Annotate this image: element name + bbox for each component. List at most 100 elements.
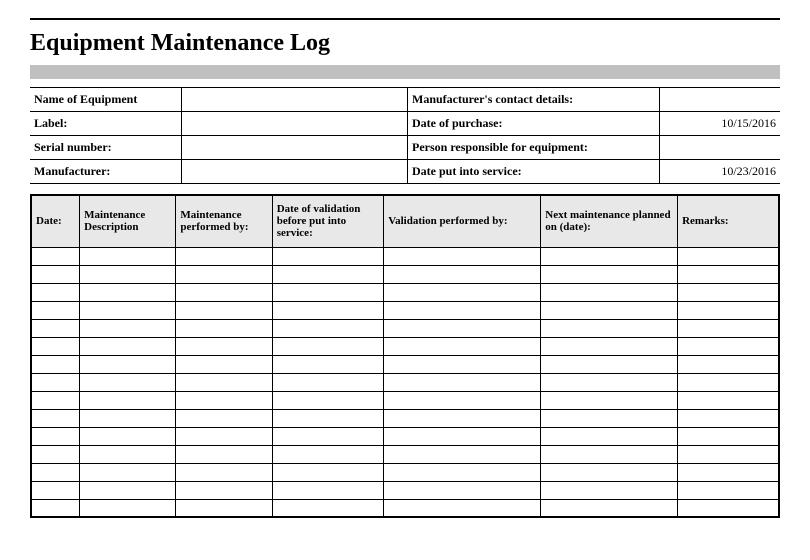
header-row: Serial number:Person responsible for equ…: [30, 136, 780, 160]
log-cell: [541, 409, 678, 427]
log-cell: [80, 265, 176, 283]
log-row: [31, 445, 779, 463]
header-value-left: [181, 160, 408, 184]
log-cell: [176, 445, 272, 463]
header-label-left: Serial number:: [30, 136, 181, 160]
log-row: [31, 247, 779, 265]
header-label-left: Name of Equipment: [30, 88, 181, 112]
log-cell: [678, 247, 779, 265]
log-column-header: Remarks:: [678, 195, 779, 247]
header-value-right: 10/23/2016: [659, 160, 780, 184]
page-title: Equipment Maintenance Log: [30, 30, 780, 57]
log-cell: [384, 409, 541, 427]
log-cell: [31, 463, 80, 481]
log-cell: [31, 355, 80, 373]
log-row: [31, 337, 779, 355]
log-cell: [678, 373, 779, 391]
header-label-right: Date of purchase:: [408, 112, 660, 136]
log-row: [31, 319, 779, 337]
log-cell: [31, 283, 80, 301]
header-label-left: Manufacturer:: [30, 160, 181, 184]
log-cell: [272, 247, 383, 265]
header-info-table: Name of EquipmentManufacturer's contact …: [30, 87, 780, 184]
log-cell: [80, 409, 176, 427]
log-cell: [31, 445, 80, 463]
log-row: [31, 391, 779, 409]
log-cell: [80, 427, 176, 445]
log-cell: [272, 373, 383, 391]
log-cell: [541, 481, 678, 499]
log-cell: [272, 319, 383, 337]
log-cell: [272, 499, 383, 517]
log-cell: [541, 301, 678, 319]
log-cell: [31, 319, 80, 337]
log-cell: [541, 445, 678, 463]
log-cell: [31, 481, 80, 499]
log-cell: [384, 373, 541, 391]
log-cell: [541, 391, 678, 409]
log-cell: [272, 409, 383, 427]
log-cell: [384, 301, 541, 319]
log-cell: [80, 337, 176, 355]
log-cell: [678, 445, 779, 463]
maintenance-log-table: Date:Maintenance DescriptionMaintenance …: [30, 194, 780, 518]
log-column-header: Maintenance Description: [80, 195, 176, 247]
log-cell: [272, 481, 383, 499]
log-cell: [678, 481, 779, 499]
log-cell: [80, 319, 176, 337]
log-cell: [31, 427, 80, 445]
log-cell: [272, 283, 383, 301]
log-cell: [678, 283, 779, 301]
log-row: [31, 481, 779, 499]
log-cell: [176, 247, 272, 265]
log-cell: [176, 427, 272, 445]
log-cell: [80, 445, 176, 463]
log-cell: [541, 337, 678, 355]
header-value-right: 10/15/2016: [659, 112, 780, 136]
log-cell: [176, 391, 272, 409]
log-cell: [80, 355, 176, 373]
log-cell: [176, 373, 272, 391]
log-row: [31, 463, 779, 481]
log-cell: [31, 391, 80, 409]
log-cell: [80, 373, 176, 391]
log-cell: [678, 463, 779, 481]
log-header-row: Date:Maintenance DescriptionMaintenance …: [31, 195, 779, 247]
log-cell: [80, 463, 176, 481]
log-column-header: Validation performed by:: [384, 195, 541, 247]
log-cell: [80, 301, 176, 319]
log-row: [31, 409, 779, 427]
log-cell: [272, 391, 383, 409]
log-cell: [678, 301, 779, 319]
log-cell: [384, 319, 541, 337]
log-cell: [272, 301, 383, 319]
log-cell: [176, 301, 272, 319]
header-label-left: Label:: [30, 112, 181, 136]
log-cell: [176, 481, 272, 499]
log-cell: [31, 247, 80, 265]
log-row: [31, 499, 779, 517]
log-column-header: Next maintenance planned on (date):: [541, 195, 678, 247]
log-cell: [384, 265, 541, 283]
header-value-left: [181, 136, 408, 160]
log-cell: [541, 265, 678, 283]
log-cell: [272, 463, 383, 481]
log-cell: [384, 481, 541, 499]
log-cell: [31, 373, 80, 391]
log-cell: [541, 463, 678, 481]
header-row: Label: Date of purchase:10/15/2016: [30, 112, 780, 136]
log-cell: [176, 319, 272, 337]
gray-bar: [30, 65, 780, 79]
log-cell: [384, 391, 541, 409]
log-cell: [80, 283, 176, 301]
log-row: [31, 301, 779, 319]
header-value-right: [659, 136, 780, 160]
log-cell: [272, 337, 383, 355]
log-cell: [384, 427, 541, 445]
log-cell: [176, 499, 272, 517]
log-cell: [541, 247, 678, 265]
log-cell: [541, 427, 678, 445]
log-cell: [176, 337, 272, 355]
log-cell: [541, 355, 678, 373]
log-cell: [541, 283, 678, 301]
